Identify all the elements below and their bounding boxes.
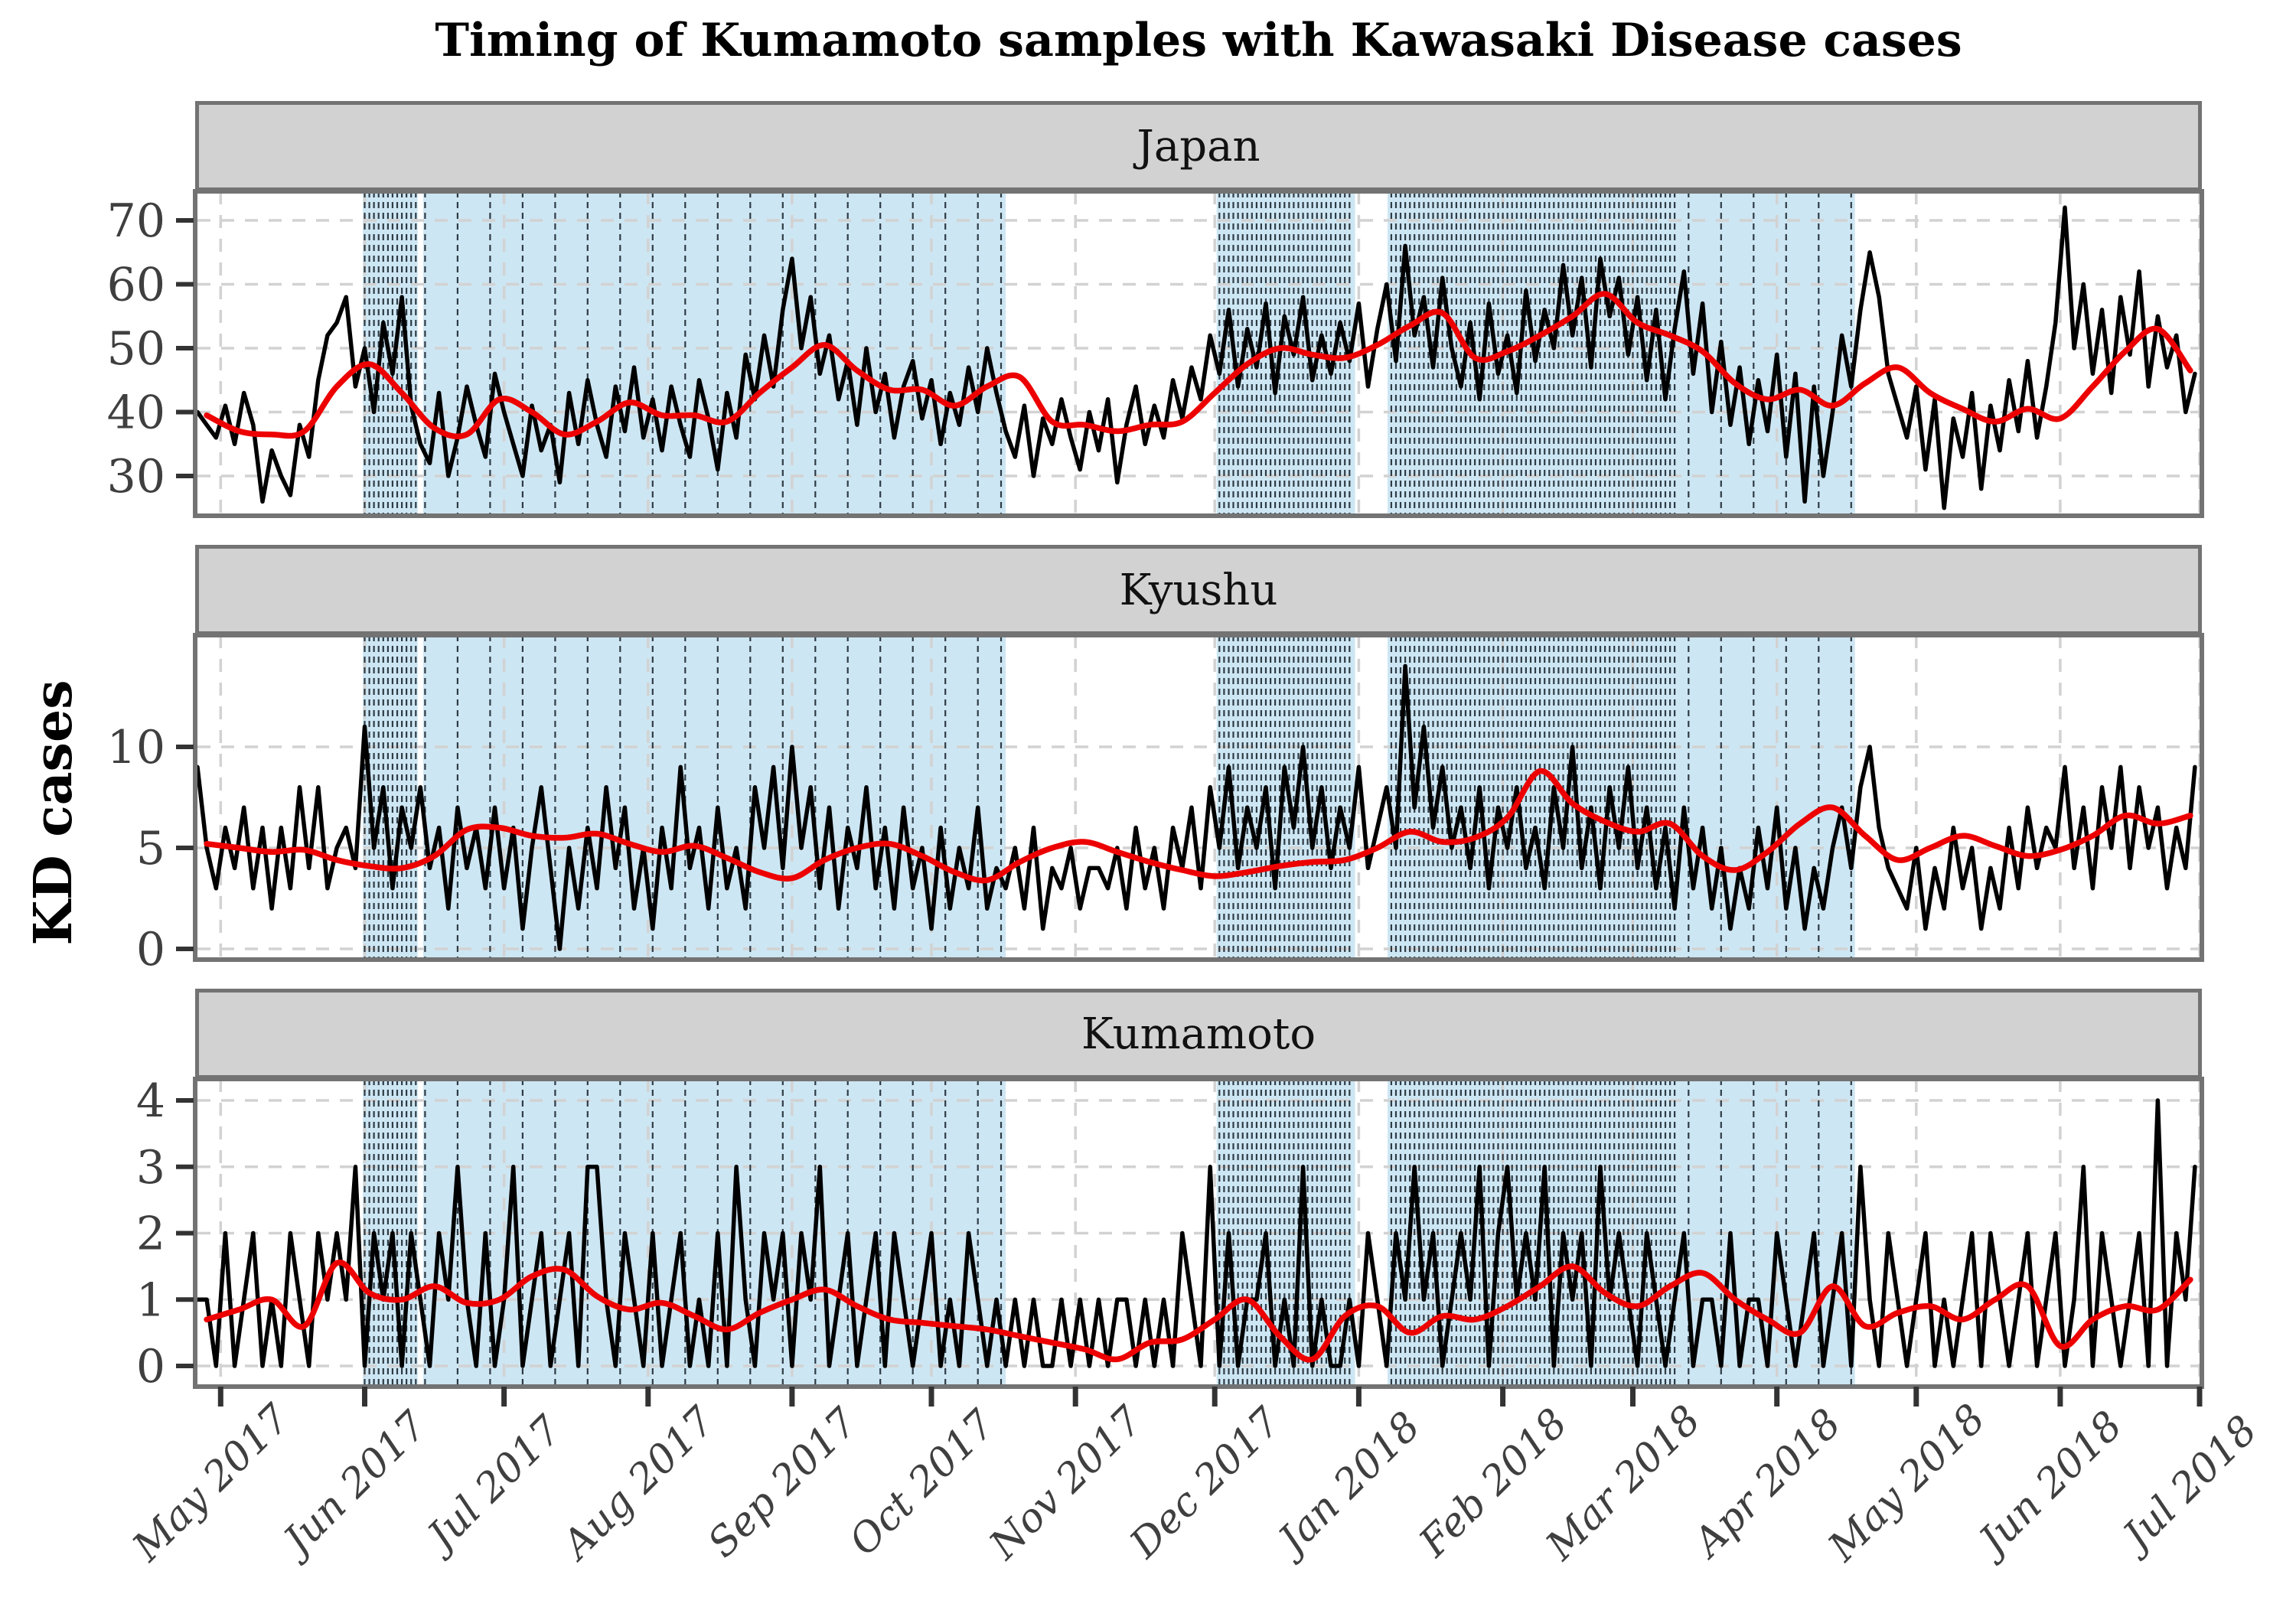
y-tick-label: 1	[136, 1273, 165, 1327]
x-axis-label: Sep 2017	[700, 1399, 867, 1566]
observed-line-japan	[195, 205, 2197, 510]
x-axis-label: May 2018	[1819, 1396, 1994, 1571]
smoothed-line-kyushu	[204, 768, 2193, 884]
x-axis-label: Jul 2018	[2110, 1407, 2266, 1563]
facet-label-kumamoto: Kumamoto	[1081, 1009, 1316, 1059]
facet-panel-kyushu: 10 5 0	[107, 633, 2204, 976]
sample-band	[1216, 191, 1355, 516]
y-tick-label: 0	[136, 1340, 165, 1393]
facet-label-kyushu: Kyushu	[1119, 565, 1278, 615]
facet-panel-japan: 70 60 50 40 30	[107, 189, 2204, 518]
x-axis-label: Jan 2018	[1265, 1403, 1429, 1567]
y-tick-label: 10	[107, 721, 165, 774]
panel-border	[193, 189, 2204, 518]
facet-header-kumamoto: Kumamoto	[195, 989, 2202, 1079]
facet-label-japan: Japan	[1137, 121, 1261, 171]
smoothed-line-japan	[204, 291, 2193, 440]
y-tick-label: 0	[136, 923, 165, 976]
observed-line-kyushu	[195, 663, 2197, 951]
facet-panel-kumamoto: 4 3 2 1 0	[136, 1074, 2204, 1393]
y-tick-label: 70	[107, 194, 165, 248]
y-tick-label: 50	[107, 322, 165, 376]
y-tick-label: 3	[136, 1141, 165, 1195]
x-axis-label: Nov 2017	[980, 1397, 1152, 1570]
sample-band	[423, 635, 1006, 960]
chart-title: Timing of Kumamoto samples with Kawasaki…	[435, 14, 1962, 67]
x-axis-label: May 2017	[124, 1395, 299, 1570]
y-tick-label: 60	[107, 259, 165, 312]
y-tick-label: 40	[107, 386, 165, 440]
sample-band	[1216, 635, 1355, 960]
panel-border	[193, 633, 2204, 962]
y-tick-label: 2	[136, 1208, 165, 1261]
facet-header-japan: Japan	[195, 101, 2202, 191]
panel-border	[193, 1077, 2204, 1389]
y-tick-label: 30	[107, 450, 165, 504]
x-axis-label: Aug 2017	[552, 1398, 724, 1570]
x-axis-label: Oct 2017	[840, 1401, 1004, 1565]
sample-band	[1678, 635, 1855, 960]
y-tick-label: 5	[136, 822, 165, 875]
smoothed-line-kumamoto	[204, 1259, 2193, 1363]
x-axis-label: Jul 2017	[414, 1407, 571, 1563]
y-tick-label: 4	[136, 1074, 165, 1128]
x-axis-label: Dec 2017	[1121, 1399, 1290, 1568]
facet-header-kyushu: Kyushu	[195, 545, 2202, 635]
sample-band	[423, 191, 1006, 516]
